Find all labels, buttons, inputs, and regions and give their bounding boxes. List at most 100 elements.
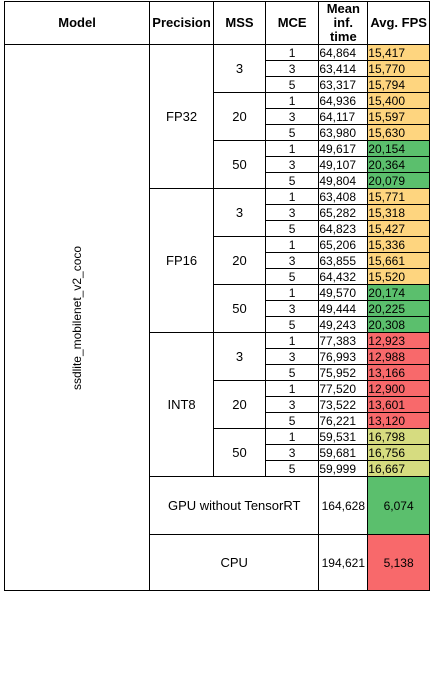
mean-time-cell: 77,383 — [318, 332, 369, 349]
mce-cell: 1 — [264, 332, 320, 349]
precision-cell: FP16 — [149, 188, 215, 333]
mce-cell: 3 — [264, 156, 320, 173]
mean-time-cell: 75,952 — [318, 364, 369, 381]
avg-fps-value: 20,225 — [368, 301, 405, 316]
avg-fps-cell: 20,174 — [367, 284, 430, 301]
avg-fps-value: 12,900 — [368, 381, 405, 396]
avg-fps-cell: 15,336 — [367, 236, 430, 253]
avg-fps-cell: 15,417 — [367, 44, 430, 61]
mss-cell: 3 — [213, 332, 266, 381]
avg-fps-value: 13,166 — [368, 365, 405, 380]
table-row: 3 63,414 15,770 — [5, 60, 430, 77]
avg-fps-value: 16,667 — [368, 461, 405, 476]
avg-fps-cell: 15,318 — [367, 204, 430, 221]
avg-fps-value: 15,597 — [368, 109, 405, 124]
table-row: 5 49,804 20,079 — [5, 172, 430, 189]
mean-time-cell: 59,681 — [318, 444, 369, 461]
avg-fps-cell: 20,154 — [367, 140, 430, 157]
mce-cell: 3 — [264, 252, 320, 269]
mce-cell: 1 — [264, 380, 320, 397]
avg-fps-cell: 20,308 — [367, 316, 430, 333]
avg-fps-value: 13,120 — [368, 413, 405, 428]
table-row: 50 1 49,617 20,154 — [5, 140, 430, 189]
mean-time-cell: 49,444 — [318, 300, 369, 317]
avg-fps-cell: 15,770 — [367, 60, 430, 77]
mean-time-cell: 59,999 — [318, 460, 369, 477]
avg-fps-value: 15,400 — [368, 93, 405, 108]
summary-fps-value: 6,074 — [383, 498, 414, 513]
summary-fps: 6,074 — [367, 476, 430, 535]
table-row: 3 65,282 15,318 — [5, 204, 430, 221]
avg-fps-cell: 20,079 — [367, 172, 430, 189]
avg-fps-value: 15,336 — [368, 237, 405, 252]
avg-fps-cell: 13,120 — [367, 412, 430, 429]
avg-fps-value: 15,318 — [368, 205, 405, 220]
mean-time-cell: 64,117 — [318, 108, 369, 125]
mean-time-cell: 64,864 — [318, 44, 369, 61]
mce-cell: 1 — [264, 188, 320, 205]
table-row: 5 63,980 15,630 — [5, 124, 430, 141]
mss-cell: 20 — [213, 380, 266, 429]
avg-fps-value: 20,079 — [368, 173, 405, 188]
mce-cell: 1 — [264, 236, 320, 253]
mean-time-cell: 65,282 — [318, 204, 369, 221]
mce-cell: 5 — [264, 316, 320, 333]
mean-time-cell: 63,980 — [318, 124, 369, 141]
avg-fps-cell: 12,923 — [367, 332, 430, 349]
mce-cell: 5 — [264, 364, 320, 381]
table-row: 3 49,107 20,364 — [5, 156, 430, 173]
avg-fps-value: 15,771 — [368, 189, 405, 204]
mce-cell: 3 — [264, 300, 320, 317]
precision-cell: FP32 — [149, 44, 215, 189]
table-row: INT8 3 1 77,383 12,923 — [5, 332, 430, 477]
mss-cell: 20 — [213, 92, 266, 141]
avg-fps-value: 15,661 — [368, 253, 405, 268]
avg-fps-value: 20,174 — [368, 285, 405, 300]
mce-cell: 1 — [264, 140, 320, 157]
mean-time-cell: 63,408 — [318, 188, 369, 205]
avg-fps-cell: 16,667 — [367, 460, 430, 477]
mean-time-cell: 49,570 — [318, 284, 369, 301]
results-table: Model Precision MSS MCE Mean inf. time A… — [3, 1, 430, 591]
avg-fps-cell: 12,900 — [367, 380, 430, 397]
mean-time-cell: 64,936 — [318, 92, 369, 109]
header-mean-time: Mean inf. time — [318, 1, 369, 45]
mce-cell: 3 — [264, 348, 320, 365]
mean-time-cell: 76,221 — [318, 412, 369, 429]
mce-cell: 1 — [264, 428, 320, 445]
mss-cell: 20 — [213, 236, 266, 285]
summary-row: CPU 194,621 5,138 — [5, 534, 430, 591]
avg-fps-value: 16,798 — [368, 429, 405, 444]
mce-cell: 5 — [264, 412, 320, 429]
summary-time: 194,621 — [318, 534, 369, 591]
mce-cell: 3 — [264, 60, 320, 77]
mean-time-cell: 49,804 — [318, 172, 369, 189]
precision-cell: INT8 — [149, 332, 215, 477]
avg-fps-cell: 20,225 — [367, 300, 430, 317]
mce-cell: 3 — [264, 204, 320, 221]
model-name: ssdlite_mobilenet_v2_coco — [70, 245, 85, 390]
header-avg-fps: Avg. FPS — [367, 1, 430, 45]
avg-fps-value: 15,427 — [368, 221, 405, 236]
mean-time-cell: 49,617 — [318, 140, 369, 157]
mss-cell: 3 — [213, 44, 266, 93]
avg-fps-cell: 13,601 — [367, 396, 430, 413]
summary-label: CPU — [149, 534, 320, 591]
table-row: FP16 3 1 63,408 15,771 — [5, 188, 430, 333]
header-mce: MCE — [264, 1, 320, 45]
mss-cell: 3 — [213, 188, 266, 237]
avg-fps-value: 20,154 — [368, 141, 405, 156]
avg-fps-value: 12,923 — [368, 333, 405, 348]
mce-cell: 5 — [264, 220, 320, 237]
summary-time: 164,628 — [318, 476, 369, 535]
avg-fps-value: 15,794 — [368, 77, 405, 92]
header-row: Model Precision MSS MCE Mean inf. time A… — [3, 1, 430, 45]
avg-fps-cell: 15,400 — [367, 92, 430, 109]
table-row: 5 59,999 16,667 — [5, 460, 430, 477]
table-row: 20 1 65,206 15,336 — [5, 236, 430, 285]
avg-fps-cell: 15,427 — [367, 220, 430, 237]
avg-fps-cell: 15,794 — [367, 76, 430, 93]
model-cell: ssdlite_mobilenet_v2_coco — [3, 44, 151, 591]
table-row: 3 59,681 16,756 — [5, 444, 430, 461]
table-row: 3 73,522 13,601 — [5, 396, 430, 413]
